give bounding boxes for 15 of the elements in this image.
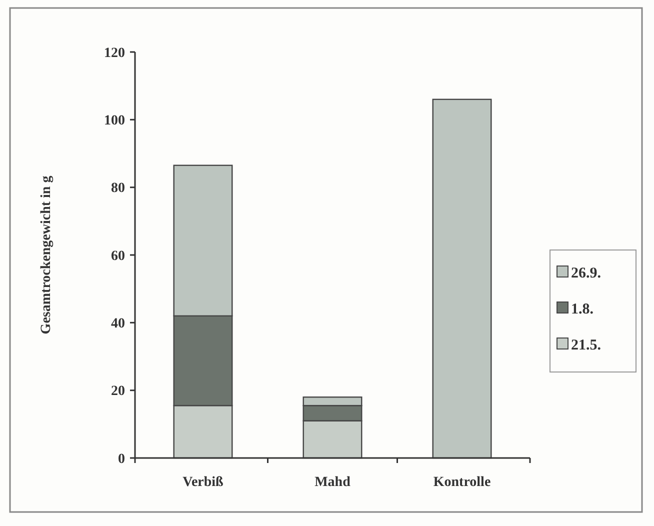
y-tick-label: 60 — [111, 248, 125, 264]
bar — [432, 98, 492, 459]
legend-label: 1.8. — [571, 301, 594, 318]
y-tick-label: 0 — [118, 452, 125, 467]
y-tick-label: 120 — [104, 46, 125, 61]
y-tick-label: 80 — [111, 181, 125, 196]
y-tick-label: 100 — [104, 114, 125, 129]
legend-label: 21.5. — [571, 337, 602, 354]
legend-label: 26.9. — [571, 265, 602, 282]
y-tick-label: 40 — [111, 316, 125, 332]
y-tick-label: 20 — [111, 384, 125, 400]
y-axis-title: Gesamtrockengewicht in g — [39, 176, 54, 334]
x-tick-label: Verbiß — [182, 475, 224, 490]
x-tick-label: Kontrolle — [433, 475, 491, 490]
x-tick-label: Mahd — [314, 475, 351, 490]
